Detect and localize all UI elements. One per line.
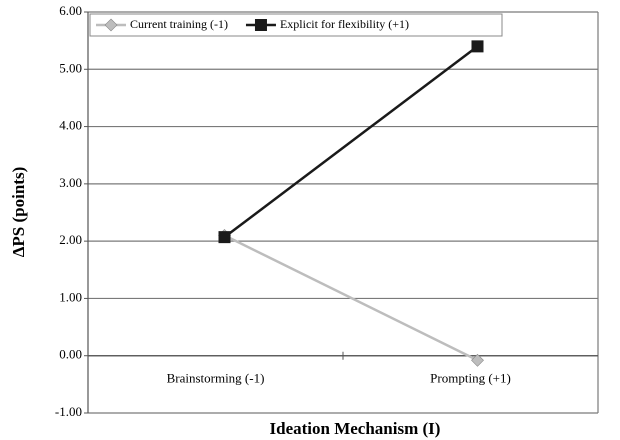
point: [104, 18, 118, 32]
y-tick-label: 4.00: [59, 118, 82, 133]
x-tick-label: Brainstorming (-1): [167, 371, 265, 386]
y-tick-label: 3.00: [59, 175, 82, 190]
y-tick-label: -1.00: [55, 404, 82, 419]
legend: Current training (-1) Explicit for flexib…: [89, 13, 503, 37]
y-tick-label: 2.00: [59, 232, 82, 247]
x-tick-label: Prompting (+1): [430, 371, 511, 386]
point: [471, 40, 484, 53]
y-tick-label: 0.00: [59, 347, 82, 362]
legend-label: Explicit for flexibility (+1): [280, 17, 409, 31]
legend-box: [89, 13, 503, 37]
series-line: [223, 234, 479, 362]
series-line: [223, 45, 479, 239]
y-axis-title: ΔPS (points): [9, 167, 28, 257]
y-tick-label: 1.00: [59, 289, 82, 304]
point: [218, 231, 231, 244]
x-axis-title: Ideation Mechanism (I): [270, 419, 441, 438]
point: [471, 353, 484, 367]
y-tick-label: 6.00: [59, 3, 82, 18]
series: [218, 40, 484, 244]
legend-label: Current training (-1): [130, 17, 228, 31]
point: [254, 19, 267, 31]
y-tick-label: 5.00: [59, 60, 82, 75]
